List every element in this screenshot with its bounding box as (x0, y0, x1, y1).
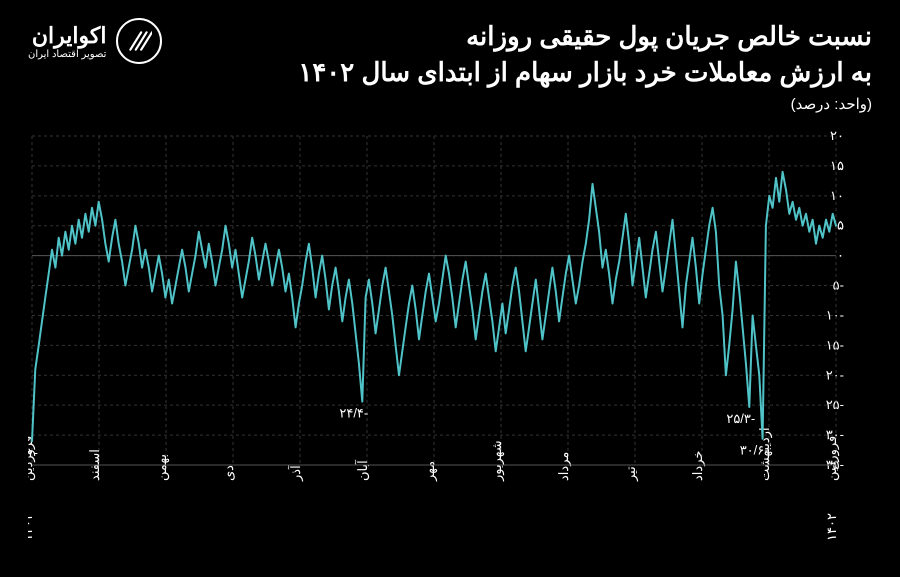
x-tick: فروردین (824, 436, 840, 481)
x-tick: مهر (422, 461, 438, 482)
line-chart: ۲۰۱۵۱۰۵۰-۵-۱۰-۱۵-۲۰-۲۵-۳۰-۳۵فروردیناردیب… (28, 130, 872, 555)
chart-title-block: نسبت خالص جریان پول حقیقی روزانه به ارزش… (298, 18, 872, 113)
x-tick: مرداد (556, 452, 572, 481)
x-year-label: ۱۴۰۳ (28, 513, 35, 541)
brand-tagline: تصویر اقتصاد ایران (28, 49, 106, 60)
y-tick: -۱۰ (826, 307, 844, 322)
chart-title-line2: به ارزش معاملات خرد بازار سهام از ابتدای… (298, 54, 872, 90)
data-annotation: -۲۵/۳ (726, 411, 755, 426)
x-tick: دی (221, 465, 236, 481)
y-tick: ۱۵ (830, 158, 844, 173)
x-tick: تیر (623, 466, 639, 482)
brand-name: اکوایران (28, 23, 106, 49)
data-annotation: -۳۱ (28, 445, 38, 460)
x-tick: آذر (287, 464, 304, 482)
y-tick: ۲۰ (830, 130, 844, 143)
x-tick: شهریور (489, 440, 505, 482)
chart-container: ۲۰۱۵۱۰۵۰-۵-۱۰-۱۵-۲۰-۲۵-۳۰-۳۵فروردیناردیب… (28, 130, 872, 555)
y-tick: -۱۵ (826, 337, 844, 352)
brand-logo: اکوایران تصویر اقتصاد ایران (28, 18, 162, 64)
y-tick: -۲۰ (826, 367, 844, 382)
y-tick: -۵ (833, 278, 844, 293)
x-tick: بهمن (154, 454, 170, 481)
chart-subtitle: (واحد: درصد) (298, 95, 872, 113)
data-annotation: -۳۰/۶ (740, 443, 769, 458)
y-tick: ۰ (837, 248, 844, 263)
chart-title-line1: نسبت خالص جریان پول حقیقی روزانه (298, 18, 872, 54)
y-tick: ۱۰ (830, 188, 844, 203)
x-tick: آبان (354, 459, 370, 481)
x-tick: خرداد (690, 451, 706, 481)
x-year-label: ۱۴۰۲ (824, 513, 839, 541)
y-tick: ۵ (837, 218, 844, 233)
y-tick: -۲۵ (826, 397, 844, 412)
data-annotation: -۲۴/۴ (339, 406, 368, 421)
brand-mark-icon (116, 18, 162, 64)
